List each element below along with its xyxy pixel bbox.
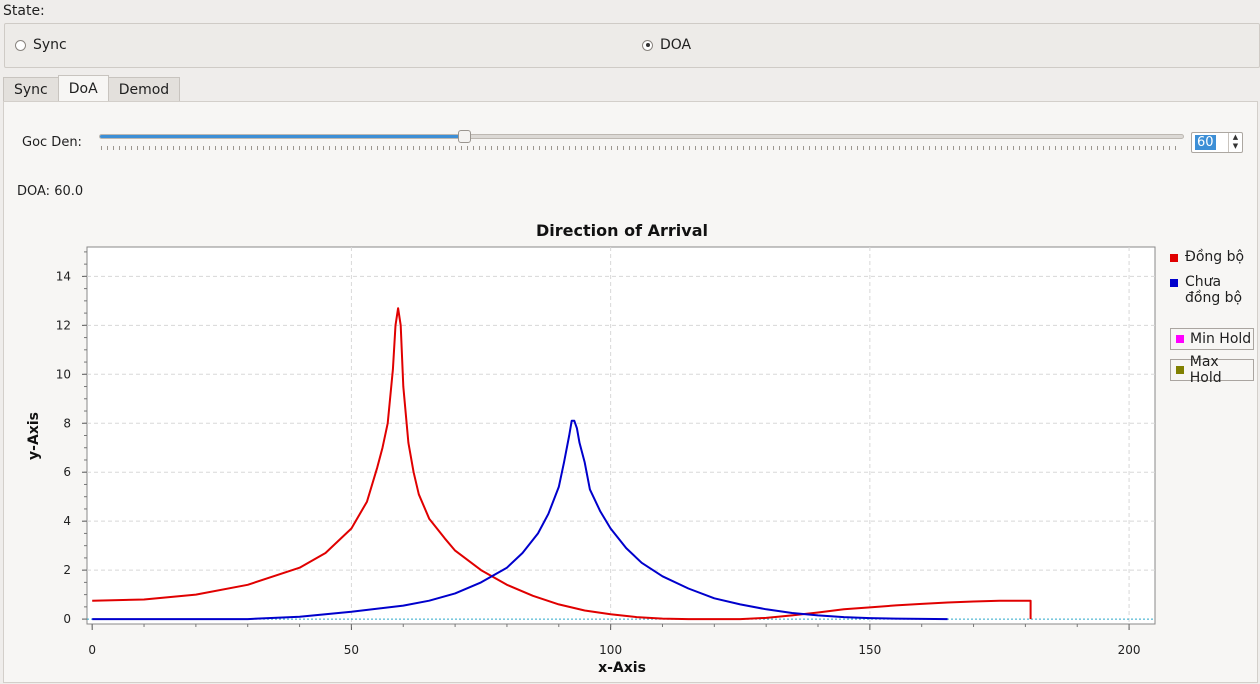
radio-sync-label: Sync <box>33 37 67 53</box>
spin-down-icon[interactable]: ▼ <box>1232 142 1239 150</box>
x-axis-label: x-Axis <box>598 660 646 676</box>
state-radio-group: Sync DOA <box>4 23 1260 68</box>
max-hold-toggle[interactable]: Max Hold <box>1170 354 1254 386</box>
min-hold-swatch <box>1176 335 1184 343</box>
legend-label-chua: Chưa <box>1185 274 1222 290</box>
x-tick-label: 100 <box>599 643 622 657</box>
radio-doa-label: DOA <box>660 37 692 53</box>
tab-doa[interactable]: DoA <box>57 75 109 102</box>
legend-label-dong-bo: Đồng bộ <box>1185 249 1245 265</box>
series-line-chua-dong-bo <box>92 419 948 621</box>
x-tick-label: 50 <box>344 643 359 657</box>
y-tick-label: 14 <box>56 269 71 283</box>
y-axis-label: y-Axis <box>26 412 42 460</box>
radio-doa[interactable]: DOA <box>642 37 691 53</box>
legend-label-chua-dong-bo: Chưa đồng bộ <box>1185 274 1242 306</box>
slider-tick-marks <box>101 146 1181 150</box>
x-tick-label: 200 <box>1118 643 1141 657</box>
y-tick-label: 0 <box>63 612 71 626</box>
min-hold-toggle[interactable]: Min Hold <box>1170 328 1254 350</box>
y-tick-label: 6 <box>63 465 71 479</box>
doa-readout: DOA: 60.0 <box>17 184 83 199</box>
radio-sync[interactable]: Sync <box>15 37 67 53</box>
doa-readout-value: 60.0 <box>54 184 84 199</box>
slider-handle[interactable] <box>458 130 471 143</box>
goc-den-slider[interactable] <box>99 130 1184 143</box>
series-line-dong-bo <box>92 307 1032 621</box>
tab-bar: Sync DoA Demod <box>3 75 181 102</box>
x-tick-label: 150 <box>858 643 881 657</box>
tab-demod[interactable]: Demod <box>107 77 181 101</box>
legend-item-chua-dong-bo[interactable]: Chưa đồng bộ <box>1170 274 1242 306</box>
plot-area <box>86 246 1156 625</box>
radio-sync-indicator[interactable] <box>15 39 26 51</box>
legend-swatch-red <box>1170 254 1178 262</box>
chart-series <box>92 307 1032 621</box>
goc-den-spinbox[interactable]: 60 ▲ ▼ <box>1191 132 1243 153</box>
y-tick-label: 4 <box>63 514 71 528</box>
max-hold-swatch <box>1176 366 1184 374</box>
legend-item-dong-bo[interactable]: Đồng bộ <box>1170 249 1244 265</box>
legend-swatch-blue <box>1170 279 1178 287</box>
spinbox-value[interactable]: 60 <box>1195 135 1216 150</box>
min-hold-label: Min Hold <box>1190 331 1252 347</box>
slider-fill <box>100 135 464 138</box>
chart-ticks: 0 2 4 6 8 10 12 14 0 50 100 150 200 <box>56 251 1141 657</box>
radio-doa-indicator[interactable] <box>642 39 653 51</box>
spin-up-icon[interactable]: ▲ <box>1232 133 1239 141</box>
chart-grid <box>87 247 1155 624</box>
y-tick-label: 10 <box>56 367 71 381</box>
state-label: State: <box>3 3 45 19</box>
x-tick-label: 0 <box>88 643 96 657</box>
chart-title: Direction of Arrival <box>536 221 708 240</box>
y-tick-label: 12 <box>56 318 71 332</box>
y-tick-label: 2 <box>63 563 71 577</box>
goc-den-label: Goc Den: <box>22 135 82 150</box>
doa-readout-label: DOA: <box>17 184 51 199</box>
y-tick-label: 8 <box>63 416 71 430</box>
spinbox-buttons[interactable]: ▲ ▼ <box>1228 133 1242 152</box>
legend-label-dong-bo-2: đồng bộ <box>1185 290 1243 306</box>
max-hold-label: Max Hold <box>1189 354 1222 386</box>
